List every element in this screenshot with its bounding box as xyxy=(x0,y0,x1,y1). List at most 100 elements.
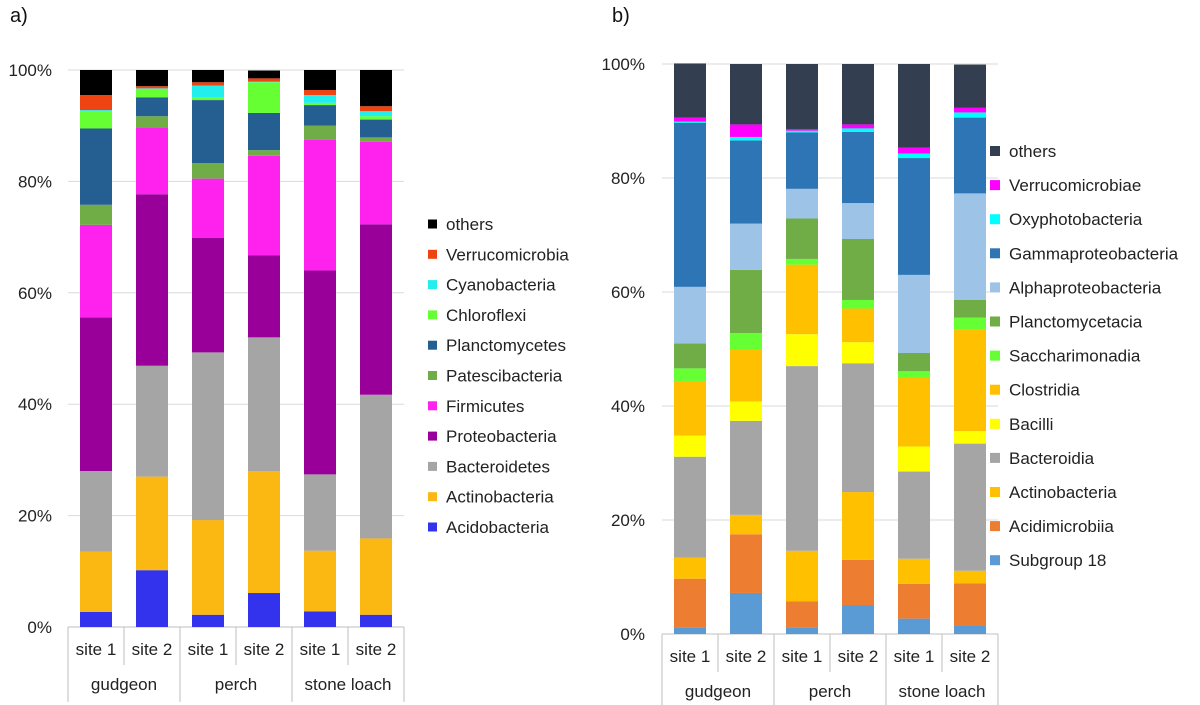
bar-segment-a-acidobacteria xyxy=(304,611,336,627)
bar-segment-a-actinobacteria xyxy=(80,551,112,612)
bar-segment-a-bacteroidetes xyxy=(136,365,168,477)
legend-swatch-b xyxy=(990,384,1000,395)
bar-segment-a-others xyxy=(360,70,392,107)
x-group-label-b: gudgeon xyxy=(685,682,751,701)
bar-segment-b-bacteroidia xyxy=(674,456,706,558)
legend-swatch-b xyxy=(990,214,1000,225)
bar-segment-b-bacilli xyxy=(730,401,762,421)
legend-swatch-b xyxy=(990,282,1000,293)
bar-segment-a-chloroflexi xyxy=(304,102,336,106)
bar-segment-a-planctomycetes xyxy=(192,100,224,164)
bar-segment-b-alphaproteobacteria xyxy=(730,223,762,270)
bar-segment-a-actinobacteria xyxy=(136,476,168,571)
bar-segment-a-bacteroidetes xyxy=(192,352,224,521)
bar-segment-a-cyanobacteria xyxy=(136,88,168,89)
legend-swatch-b xyxy=(990,350,1000,361)
legend-label-a: Planctomycetes xyxy=(446,336,566,355)
bar-segment-a-planctomycetes xyxy=(360,119,392,138)
bar-segment-b-planctomycetacia xyxy=(674,343,706,369)
bar-segment-b-saccharimonadia xyxy=(954,317,986,330)
legend-label-b: Gammaproteobacteria xyxy=(1009,244,1179,263)
bar-segment-b-verrucomicrobiae xyxy=(954,107,986,113)
x-category-label-a: site 1 xyxy=(300,640,341,659)
legend-swatch-b xyxy=(990,487,1000,497)
bar-segment-b-bacteroidia xyxy=(898,471,930,559)
legend-swatch-b xyxy=(990,316,1000,327)
bar-segment-b-planctomycetacia xyxy=(954,299,986,318)
bar-segment-b-actinobacteria xyxy=(786,550,818,602)
legend-swatch-b xyxy=(990,180,1000,191)
x-group-label-a: stone loach xyxy=(305,675,392,694)
bar-segment-b-verrucomicrobiae xyxy=(842,124,874,129)
bar-segment-a-actinobacteria xyxy=(304,550,336,612)
bar-segment-a-cyanobacteria xyxy=(360,111,392,117)
bar-segment-b-clostridia xyxy=(842,308,874,343)
legend-label-a: Actinobacteria xyxy=(446,488,554,507)
legend-label-a: Chloroflexi xyxy=(446,306,526,325)
bar-segment-b-alphaproteobacteria xyxy=(898,274,930,353)
bar-segment-b-saccharimonadia xyxy=(730,333,762,349)
y-tick-label-a: 80% xyxy=(18,172,52,191)
bar-segment-b-verrucomicrobiae xyxy=(674,117,706,122)
bar-segment-a-planctomycetes xyxy=(304,105,336,126)
bar-segment-a-patescibacteria xyxy=(136,116,168,128)
bar-segment-a-actinobacteria xyxy=(192,520,224,615)
legend-label-a: Firmicutes xyxy=(446,397,524,416)
bar-segment-b-acidimicrobiia xyxy=(786,601,818,628)
legend-label-b: Verrucomicrobiae xyxy=(1009,176,1141,195)
legend-swatch-b xyxy=(990,555,1000,566)
y-tick-label-a: 100% xyxy=(9,61,52,80)
bar-segment-a-cyanobacteria xyxy=(248,81,280,83)
x-category-label-a: site 2 xyxy=(356,640,397,659)
x-category-label-b: site 1 xyxy=(782,647,823,666)
bar-segment-a-bacteroidetes xyxy=(304,474,336,551)
x-category-label-a: site 1 xyxy=(188,640,229,659)
legend-swatch-b xyxy=(990,146,1000,156)
bar-segment-b-actinobacteria xyxy=(674,557,706,579)
bar-segment-b-saccharimonadia xyxy=(786,258,818,265)
bar-segment-b-planctomycetacia xyxy=(730,269,762,334)
bar-segment-b-others xyxy=(730,64,762,125)
y-tick-label-a: 40% xyxy=(18,395,52,414)
y-tick-label-b: 60% xyxy=(611,283,645,302)
bar-segment-b-subgroup-18 xyxy=(954,625,986,634)
legend-swatch-b xyxy=(990,418,1000,429)
bar-segment-b-clostridia xyxy=(786,264,818,335)
y-tick-label-a: 20% xyxy=(18,507,52,526)
bar-segment-a-others xyxy=(192,70,224,83)
bar-segment-a-others xyxy=(80,70,112,96)
legend-label-b: Bacteroidia xyxy=(1009,449,1095,468)
bar-segment-b-subgroup-18 xyxy=(730,592,762,634)
legend-label-a: Bacteroidetes xyxy=(446,457,550,476)
y-tick-label-b: 40% xyxy=(611,397,645,416)
bar-segment-b-subgroup-18 xyxy=(842,605,874,634)
legend-swatch-a xyxy=(428,219,437,229)
bar-segment-b-bacteroidia xyxy=(842,363,874,493)
bar-segment-a-firmicutes xyxy=(192,178,224,238)
legend-swatch-a xyxy=(428,492,437,502)
bar-segment-a-cyanobacteria xyxy=(304,95,336,103)
legend-swatch-a xyxy=(428,522,437,532)
bar-segment-a-planctomycetes xyxy=(248,112,280,151)
bar-segment-a-acidobacteria xyxy=(192,614,224,627)
bar-segment-a-bacteroidetes xyxy=(80,471,112,552)
legend-swatch-a xyxy=(428,431,437,441)
bar-segment-b-clostridia xyxy=(730,349,762,402)
panel-label-a: a) xyxy=(10,5,28,27)
legend-label-a: Acidobacteria xyxy=(446,518,550,537)
bar-segment-b-actinobacteria xyxy=(730,514,762,535)
bar-segment-a-chloroflexi xyxy=(192,97,224,101)
bar-segment-a-chloroflexi xyxy=(360,116,392,120)
bar-segment-a-firmicutes xyxy=(248,155,280,256)
legend-label-b: Saccharimonadia xyxy=(1009,347,1141,366)
bar-segment-a-firmicutes xyxy=(304,139,336,271)
x-category-label-b: site 1 xyxy=(670,647,711,666)
y-tick-label-b: 0% xyxy=(620,625,645,644)
legend-label-b: others xyxy=(1009,142,1056,161)
bar-segment-a-firmicutes xyxy=(360,141,392,225)
bar-segment-b-others xyxy=(954,64,986,108)
bar-segment-b-gammaproteobacteria xyxy=(954,117,986,194)
bar-segment-a-bacteroidetes xyxy=(248,337,280,472)
bar-segment-b-oxyphotobacteria xyxy=(674,121,706,123)
